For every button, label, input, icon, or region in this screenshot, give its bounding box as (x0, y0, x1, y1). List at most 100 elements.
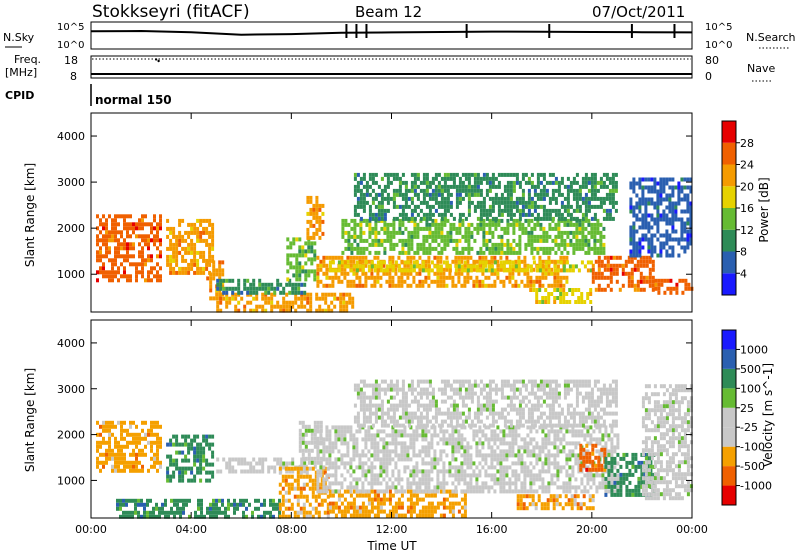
data-cell (178, 470, 182, 475)
data-cell (352, 489, 356, 494)
data-cell (409, 255, 413, 260)
data-cell (464, 216, 468, 221)
data-cell (566, 222, 570, 227)
data-cell (144, 234, 147, 239)
data-cell (518, 238, 522, 243)
data-cell (455, 184, 459, 189)
data-cell (249, 286, 253, 291)
data-cell (108, 234, 111, 239)
data-cell (503, 196, 507, 201)
data-cell (463, 449, 467, 454)
data-cell (108, 270, 111, 275)
data-cell (166, 246, 170, 251)
data-cell (437, 222, 441, 227)
freq-panel (90, 55, 693, 79)
data-cell (430, 441, 434, 446)
data-cell (382, 453, 386, 458)
data-cell (482, 234, 486, 239)
data-cell (476, 222, 480, 227)
data-cell (392, 176, 396, 181)
data-cell (499, 489, 503, 494)
data-cell (578, 230, 582, 235)
data-cell (575, 238, 579, 243)
data-cell (334, 271, 338, 276)
data-cell (407, 234, 411, 239)
data-cell (397, 441, 401, 446)
data-cell (439, 485, 443, 490)
data-cell (123, 254, 126, 259)
data-cell (156, 226, 159, 231)
data-cell (538, 300, 542, 304)
data-cell (530, 234, 534, 239)
data-cell (123, 452, 126, 457)
data-cell (472, 260, 476, 265)
data-cell (313, 273, 317, 278)
data-cell (410, 216, 414, 221)
data-cell (496, 259, 500, 264)
data-cell (388, 497, 392, 502)
data-cell (442, 437, 446, 442)
data-cell (508, 260, 512, 265)
data-cell (542, 230, 546, 235)
data-cell (544, 300, 548, 304)
data-cell (355, 445, 359, 450)
data-cell (445, 437, 449, 442)
data-cell (309, 195, 313, 200)
data-cell (550, 267, 554, 272)
data-cell (395, 188, 399, 193)
data-cell (547, 469, 551, 474)
data-cell (665, 217, 669, 222)
data-cell (123, 436, 126, 441)
data-cell (252, 278, 256, 283)
data-cell (123, 258, 126, 263)
data-cell (587, 218, 591, 223)
data-cell (340, 485, 344, 490)
data-cell (650, 217, 654, 222)
data-cell (593, 238, 597, 243)
data-cell (490, 271, 494, 276)
data-cell (544, 433, 548, 438)
data-cell (533, 238, 537, 243)
data-cell (418, 433, 422, 438)
data-cell (503, 226, 507, 231)
data-cell (518, 196, 522, 201)
data-cell (397, 433, 401, 438)
data-cell (355, 255, 359, 260)
data-cell (325, 271, 329, 276)
data-cell (422, 250, 426, 255)
data-cell (651, 287, 655, 292)
data-cell (593, 176, 597, 181)
data-cell (325, 263, 329, 268)
data-cell (517, 283, 521, 288)
data-cell (382, 477, 386, 482)
data-cell (526, 465, 530, 470)
data-cell (219, 292, 223, 297)
data-cell (638, 205, 642, 210)
data-cell (521, 196, 525, 201)
data-cell (129, 234, 132, 239)
freq-outlier-point (157, 59, 160, 63)
data-cell (521, 192, 525, 197)
data-cell (574, 453, 578, 458)
data-cell (418, 513, 422, 518)
data-cell (412, 493, 416, 498)
data-cell (545, 192, 549, 197)
data-cell (391, 481, 395, 486)
data-cell (466, 255, 470, 260)
data-cell (644, 233, 648, 238)
data-cell (524, 212, 528, 217)
data-cell (421, 457, 425, 462)
data-cell (292, 265, 296, 270)
data-cell (228, 300, 232, 305)
data-cell (305, 514, 309, 519)
data-cell (665, 213, 669, 218)
data-cell (144, 278, 147, 283)
data-cell (397, 255, 401, 260)
data-cell (114, 274, 117, 279)
data-cell (114, 270, 117, 275)
data-cell (205, 458, 209, 463)
data-cell (478, 485, 482, 490)
data-cell (108, 278, 111, 283)
data-cell (647, 221, 651, 226)
data-cell (463, 481, 467, 486)
